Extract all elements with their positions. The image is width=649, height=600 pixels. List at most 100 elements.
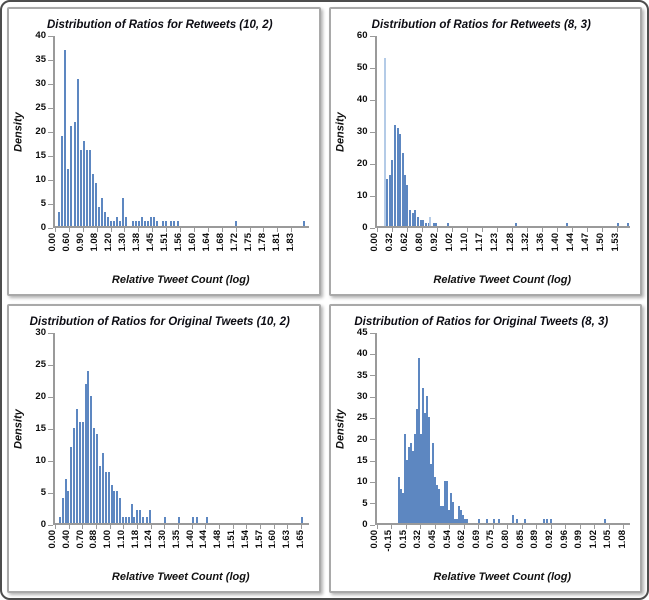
histogram-bar: [400, 489, 403, 523]
y-tick-label: 50: [356, 62, 368, 73]
x-axis-title: Relative Tweet Count (log): [433, 274, 572, 286]
x-tick-label: 0.32: [412, 530, 424, 549]
histogram-bar: [390, 159, 393, 226]
histogram-bar: [427, 222, 430, 226]
y-tick-mark: [48, 35, 53, 37]
histogram-bar: [388, 175, 391, 226]
histogram-bar: [454, 518, 457, 523]
histogram-bar: [96, 434, 99, 523]
x-axis-tick-labels: 0.00 -0.15 0.15 0.32 0.45 0.54 0.62 0.69 0.75 0.8…: [369, 525, 631, 571]
histogram-bar: [137, 221, 140, 226]
histogram-bar: [485, 518, 488, 523]
x-tick-mark: [259, 525, 261, 529]
x-tick-mark: [55, 525, 56, 529]
plot-area: [374, 333, 630, 529]
histogram-bar: [401, 153, 404, 226]
histogram-bar: [76, 78, 79, 226]
x-tick-label: 0.70: [74, 530, 86, 549]
y-tick-mark: [369, 524, 375, 526]
histogram-bar: [87, 371, 90, 523]
histogram-bar: [432, 222, 435, 226]
x-tick-label: 1.02: [444, 233, 456, 252]
histogram-bar: [64, 50, 67, 226]
histogram-bar: [150, 216, 153, 226]
x-tick-mark: [571, 228, 573, 232]
x-tick-label: 1.60: [187, 233, 199, 252]
y-tick-mark: [369, 195, 375, 197]
histogram-bar: [626, 222, 629, 226]
histogram-bar: [84, 383, 87, 523]
x-tick-label: 1.64: [201, 233, 213, 252]
y-tick-label: 40: [35, 30, 46, 41]
histogram-bar: [145, 516, 148, 523]
histogram-bar: [70, 447, 73, 523]
x-tick-label: 0.62: [456, 530, 468, 549]
x-tick-mark: [150, 525, 152, 529]
histogram-bar: [156, 221, 159, 226]
histogram-bar: [417, 216, 420, 226]
histogram-bar: [85, 150, 88, 226]
x-tick-mark: [221, 228, 223, 232]
histogram-bar: [149, 510, 152, 523]
histogram-bar: [100, 197, 103, 226]
histogram-bar: [452, 501, 455, 523]
x-tick-label: 1.36: [534, 233, 546, 252]
chart-panel: Distribution of Ratios for Retweets (8, …: [328, 7, 642, 296]
x-axis-title: Relative Tweet Count (log): [111, 571, 250, 583]
x-tick-label: 1.75: [243, 233, 255, 252]
x-tick-mark: [249, 228, 251, 232]
x-tick-label: 1.24: [143, 530, 155, 549]
x-tick-mark: [123, 525, 125, 529]
histogram-bar: [61, 135, 64, 226]
histogram-bar: [99, 466, 102, 523]
histogram-bar: [426, 396, 429, 523]
x-tick-label: 0.60: [61, 233, 72, 252]
y-tick-label: 0: [40, 519, 46, 530]
histogram-bar: [456, 518, 459, 523]
histogram-bar: [81, 421, 84, 523]
x-tick-mark: [478, 525, 480, 529]
y-tick-label: 20: [356, 158, 368, 169]
x-tick-label: 1.45: [145, 233, 157, 252]
histogram-bar: [424, 413, 427, 523]
histogram-bar: [440, 506, 443, 523]
x-tick-label: 0.00: [368, 233, 380, 252]
x-tick-label: 0.92: [428, 233, 440, 252]
x-tick-mark: [109, 525, 111, 529]
chart-title: Distribution of Ratios for Original Twee…: [354, 315, 609, 328]
histogram-bar: [421, 219, 424, 226]
y-tick-mark: [48, 131, 53, 133]
histogram-bar: [404, 175, 407, 226]
x-tick-mark: [273, 525, 275, 529]
x-tick-mark: [95, 525, 97, 529]
y-tick-label: 15: [356, 455, 368, 466]
y-tick-label: 60: [356, 30, 368, 41]
histogram-bar: [91, 173, 94, 226]
histogram-bar: [234, 221, 237, 226]
y-axis-title: Density: [334, 409, 346, 449]
chart-title: Distribution of Ratios for Retweets (8, …: [371, 18, 591, 31]
x-tick-mark: [152, 228, 154, 232]
histogram-bar: [420, 434, 423, 523]
histogram-bar: [94, 183, 97, 226]
y-tick-label: 40: [356, 94, 368, 105]
histogram-bar: [147, 221, 150, 226]
plot-area: [374, 36, 630, 232]
x-tick-mark: [436, 228, 438, 232]
x-tick-mark: [579, 525, 581, 529]
y-tick-label: 10: [356, 190, 368, 201]
x-tick-label: 1.47: [580, 233, 592, 252]
histogram-bar: [124, 516, 127, 523]
x-tick-mark: [594, 525, 596, 529]
x-tick-mark: [608, 525, 610, 529]
histogram-bar: [121, 516, 124, 523]
y-tick-label: 5: [40, 198, 46, 209]
x-tick-label: 1.35: [170, 530, 182, 549]
x-tick-mark: [300, 525, 302, 529]
x-tick-mark: [291, 228, 293, 232]
x-tick-mark: [235, 228, 237, 232]
histogram-bar: [545, 518, 548, 523]
histogram-bar: [550, 518, 553, 523]
x-tick-mark: [287, 525, 289, 529]
histogram-bar: [136, 510, 139, 523]
